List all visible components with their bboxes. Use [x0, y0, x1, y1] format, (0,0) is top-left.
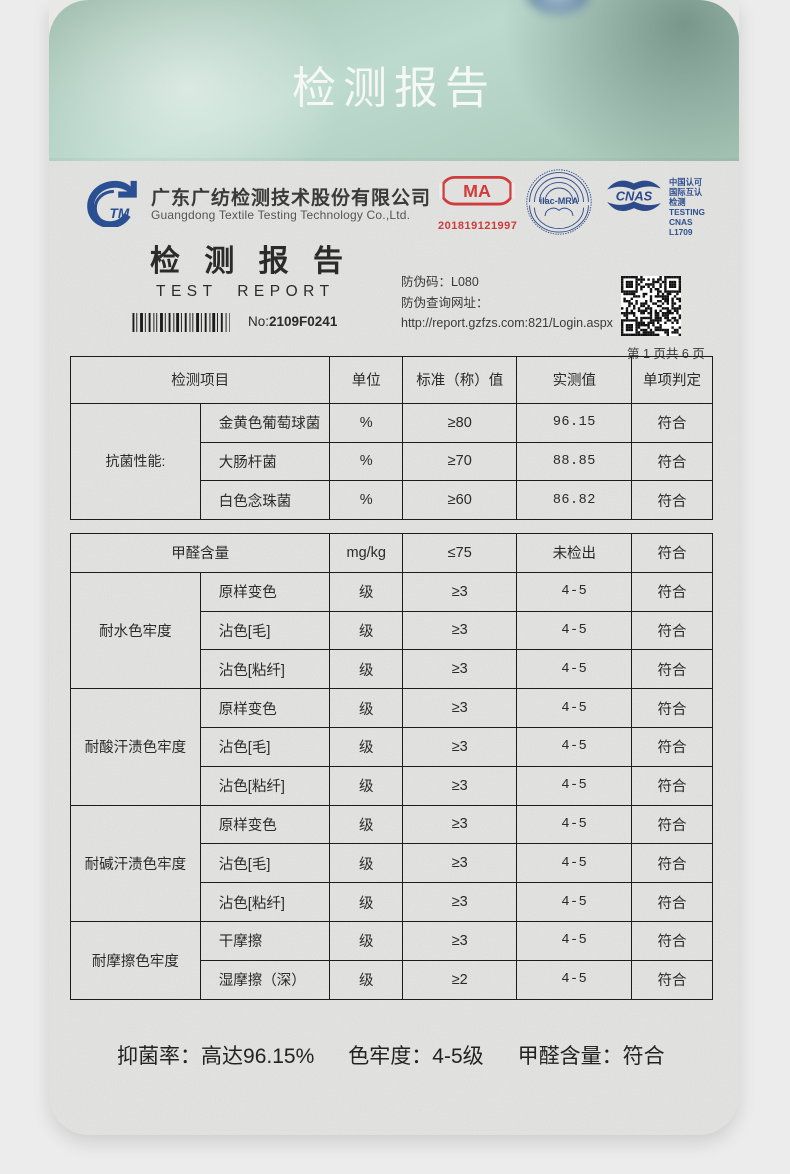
svg-text:CNAS: CNAS [616, 188, 653, 203]
svg-text:ilac-MRA: ilac-MRA [540, 196, 579, 206]
svg-text:MA: MA [463, 181, 491, 201]
svg-text:TM: TM [110, 206, 130, 221]
